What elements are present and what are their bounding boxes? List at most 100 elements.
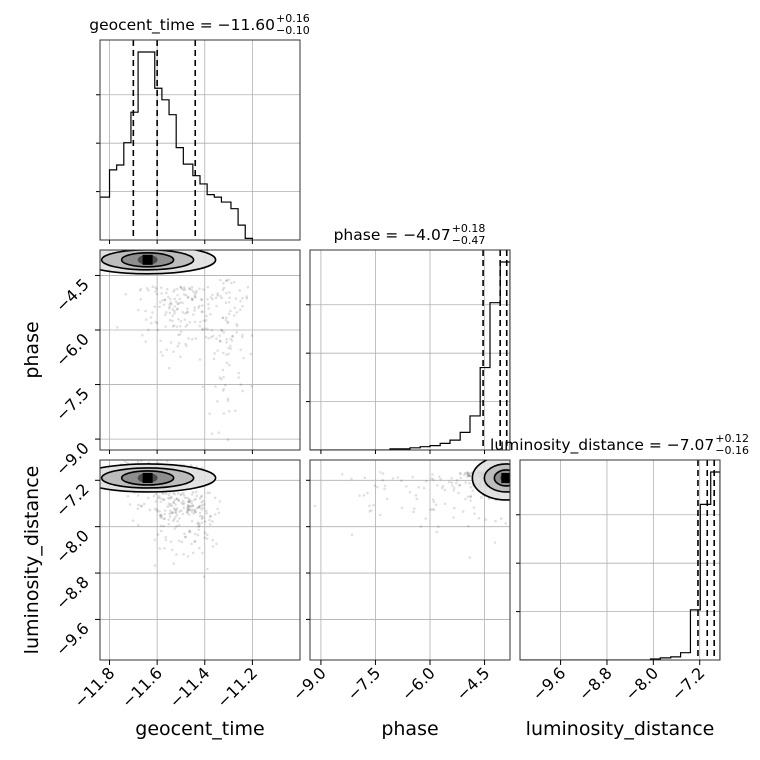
sample-point <box>216 507 219 511</box>
sample-point <box>188 286 191 290</box>
sample-point <box>443 488 447 492</box>
sample-point <box>169 495 173 499</box>
sample-point <box>178 324 182 328</box>
sample-point <box>181 301 184 305</box>
sample-point <box>211 545 215 548</box>
sample-point <box>237 371 241 375</box>
sample-point <box>234 409 237 413</box>
sample-point <box>164 538 168 542</box>
sample-point <box>200 521 204 525</box>
sample-point <box>169 341 173 344</box>
sample-point <box>225 279 229 283</box>
sample-point <box>181 288 185 292</box>
sample-point <box>180 501 183 505</box>
sample-point <box>175 300 178 303</box>
sample-point <box>218 376 222 380</box>
sample-point <box>167 496 170 500</box>
sample-point <box>159 513 162 517</box>
sample-point <box>153 305 157 308</box>
sample-point <box>173 508 177 511</box>
sample-point <box>215 337 218 340</box>
sample-point <box>198 511 202 515</box>
sample-point <box>198 287 201 291</box>
sample-point <box>415 497 419 501</box>
sample-point <box>177 302 180 305</box>
sample-point <box>168 302 171 306</box>
sample-point <box>200 298 204 302</box>
sample-point <box>229 337 232 341</box>
sample-point <box>457 491 460 495</box>
sample-point <box>238 289 242 292</box>
sample-point <box>229 309 232 313</box>
sample-point <box>191 298 194 302</box>
sample-point <box>239 383 243 386</box>
sample-point <box>209 296 213 299</box>
sample-point <box>249 352 253 356</box>
sample-point <box>164 311 168 314</box>
sample-point <box>383 484 387 488</box>
sample-point <box>213 352 216 355</box>
sample-point <box>458 484 461 487</box>
sample-point <box>381 478 385 482</box>
sample-point <box>195 289 198 293</box>
sample-point <box>200 515 204 518</box>
sample-point <box>178 510 181 513</box>
sample-point <box>193 295 197 298</box>
sample-point <box>179 355 182 359</box>
sample-point <box>203 531 207 534</box>
sample-point <box>408 490 412 494</box>
sample-point <box>205 537 209 540</box>
sample-point <box>233 306 237 310</box>
sample-point <box>173 288 176 292</box>
sample-point <box>123 460 127 464</box>
sample-point <box>200 310 204 314</box>
sample-point <box>201 499 205 503</box>
sample-point <box>141 334 144 337</box>
sample-point <box>170 302 173 306</box>
sample-point <box>184 535 187 539</box>
sample-point <box>202 288 205 291</box>
sample-point <box>171 325 175 328</box>
sample-point <box>183 496 187 500</box>
sample-point <box>238 308 242 312</box>
sample-point <box>452 516 455 519</box>
sample-point <box>136 494 140 497</box>
sample-point <box>159 524 163 528</box>
sample-point <box>182 491 185 495</box>
sample-point <box>241 333 244 337</box>
sample-point <box>202 319 206 323</box>
histogram-geocent_time <box>100 51 253 240</box>
sample-point <box>198 304 201 308</box>
sample-point <box>185 344 188 348</box>
sample-point <box>184 293 188 297</box>
sample-point <box>396 476 400 479</box>
sample-point <box>170 504 174 508</box>
panel-title-geocent_time: geocent_time = −11.60 +0.16−0.10 <box>89 12 310 37</box>
sample-point <box>177 499 181 502</box>
sample-point <box>180 540 184 544</box>
sample-point <box>156 533 160 536</box>
sample-point <box>235 322 238 326</box>
sample-point <box>182 494 186 497</box>
sample-point <box>209 523 212 526</box>
sample-point <box>175 553 178 556</box>
sample-point <box>162 303 166 306</box>
sample-point <box>197 524 201 527</box>
sample-point <box>131 519 135 522</box>
sample-point <box>209 312 212 316</box>
sample-point <box>157 495 161 498</box>
sample-point <box>219 294 222 298</box>
sample-point <box>183 532 186 536</box>
sample-point <box>186 506 190 510</box>
sample-point <box>239 299 242 303</box>
sample-point <box>198 497 202 500</box>
sample-point <box>227 312 231 316</box>
sample-point <box>447 480 451 484</box>
sample-point <box>221 368 225 372</box>
sample-point <box>167 522 170 526</box>
sample-point <box>412 510 415 514</box>
sample-point <box>168 311 172 315</box>
sample-point <box>200 500 203 504</box>
sample-point <box>429 508 432 511</box>
sample-point <box>173 498 176 502</box>
